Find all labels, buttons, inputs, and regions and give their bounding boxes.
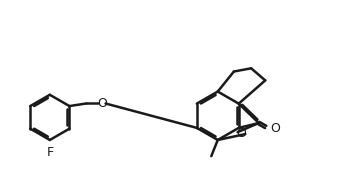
Text: O: O [271,122,281,135]
Text: O: O [97,97,107,110]
Text: F: F [46,146,53,159]
Text: O: O [237,127,246,140]
